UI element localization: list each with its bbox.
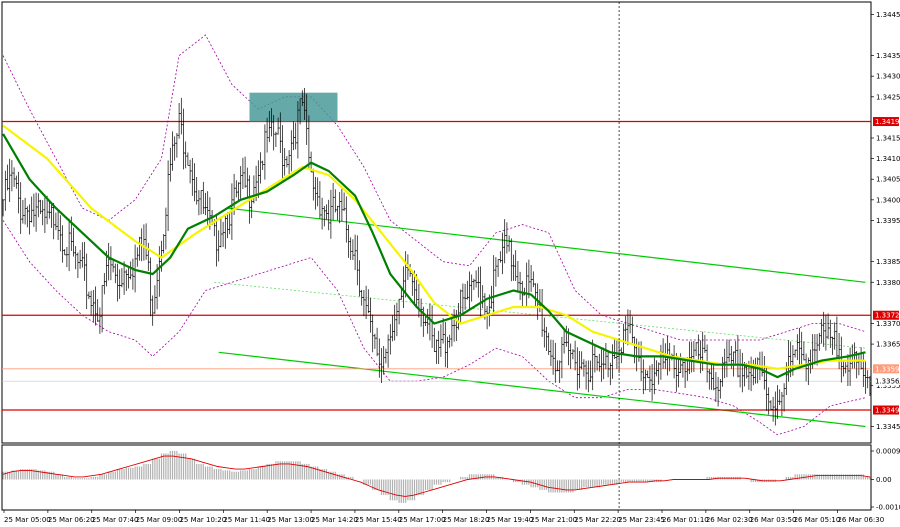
time-tick-label: 26 Mar 03:50 <box>750 516 797 524</box>
horizontal-levels <box>2 120 871 411</box>
channel-line <box>214 281 866 349</box>
time-tick-label: 25 Mar 23:45 <box>618 516 665 524</box>
oscillator-plot-border <box>1 444 872 511</box>
time-tick-label: 25 Mar 13:00 <box>267 516 314 524</box>
level-price-tag-bg <box>873 310 899 320</box>
time-tick-label: 25 Mar 11:40 <box>223 516 270 524</box>
level-price-tag-bg <box>873 405 899 415</box>
price-tags: 1.3419 1.3372 1.3349 1.3359 1.3356 <box>873 117 900 415</box>
time-tick-label: 26 Mar 02:30 <box>706 516 753 524</box>
time-tick-label: 25 Mar 18:20 <box>443 516 490 524</box>
reference-price-tag: 1.3359 <box>875 365 900 373</box>
channel-line <box>227 207 866 283</box>
time-tick-label: 25 Mar 09:00 <box>136 516 183 524</box>
highlight-zone <box>249 92 338 122</box>
oscillator-tick-label: 0.00098 <box>876 448 900 456</box>
time-tick-label: 25 Mar 10:20 <box>179 516 226 524</box>
highlight-box <box>249 92 338 122</box>
time-tick-label: 25 Mar 21:00 <box>530 516 577 524</box>
time-tick-label: 25 Mar 17:00 <box>399 516 446 524</box>
candlesticks <box>1 87 872 426</box>
level-price-tag-bg <box>873 117 899 127</box>
price-tick-label: 1.3425 <box>876 93 900 101</box>
trend-channel <box>214 207 866 428</box>
price-tick-label: 1.3435 <box>876 52 900 60</box>
time-tick-label: 25 Mar 22:20 <box>574 516 621 524</box>
price-tick-label: 1.3370 <box>876 320 900 328</box>
moving-averages <box>2 124 866 379</box>
time-tick-label: 25 Mar 15:40 <box>355 516 402 524</box>
level-price-tag: 1.3372 <box>875 312 900 320</box>
price-tick-label: 1.3355 <box>876 382 900 390</box>
price-tick-label: 1.3385 <box>876 258 900 266</box>
oscillator-signal-line <box>2 455 870 497</box>
price-tick-label: 1.3345 <box>876 423 900 431</box>
time-tick-label: 25 Mar 05:00 <box>4 516 51 524</box>
time-tick-label: 25 Mar 06:20 <box>48 516 95 524</box>
price-tick-label: 1.3365 <box>876 341 900 349</box>
price-tick-label: 1.3380 <box>876 279 900 287</box>
price-tick-label: 1.3415 <box>876 135 900 143</box>
level-price-tag: 1.3349 <box>875 407 900 415</box>
time-tick-label: 26 Mar 06:30 <box>837 516 884 524</box>
price-tick-label: 1.3400 <box>876 196 900 204</box>
time-tick-label: 25 Mar 14:20 <box>311 516 358 524</box>
channel-line <box>218 351 866 428</box>
price-tick-label: 1.3410 <box>876 155 900 163</box>
price-tick-label: 1.3395 <box>876 217 900 225</box>
price-tick-label: 1.3405 <box>876 176 900 184</box>
time-tick-label: 26 Mar 01:10 <box>662 516 709 524</box>
time-tick-label: 25 Mar 19:40 <box>487 516 534 524</box>
oscillator-panel: 0.00098 0.00 -0.00107 <box>2 448 900 512</box>
oscillator-tick-label: -0.00107 <box>876 504 900 512</box>
time-tick-label: 26 Mar 05:10 <box>794 516 841 524</box>
level-price-tag: 1.3419 <box>875 118 900 126</box>
current-price-tag: 1.3356 <box>875 378 900 386</box>
main-plot-border <box>1 1 872 444</box>
price-tick-label: 1.3445 <box>876 11 900 19</box>
current-price-tag-bg <box>873 376 899 386</box>
price-axis: 1.34451.34351.34301.34251.34151.34101.34… <box>871 11 900 431</box>
price-tick-label: 1.3430 <box>876 73 900 81</box>
moving-average-line <box>2 133 866 379</box>
time-tick-label: 25 Mar 07:40 <box>92 516 139 524</box>
reference-price-tag-bg <box>873 364 899 374</box>
oscillator-tick-label: 0.00 <box>876 476 892 484</box>
